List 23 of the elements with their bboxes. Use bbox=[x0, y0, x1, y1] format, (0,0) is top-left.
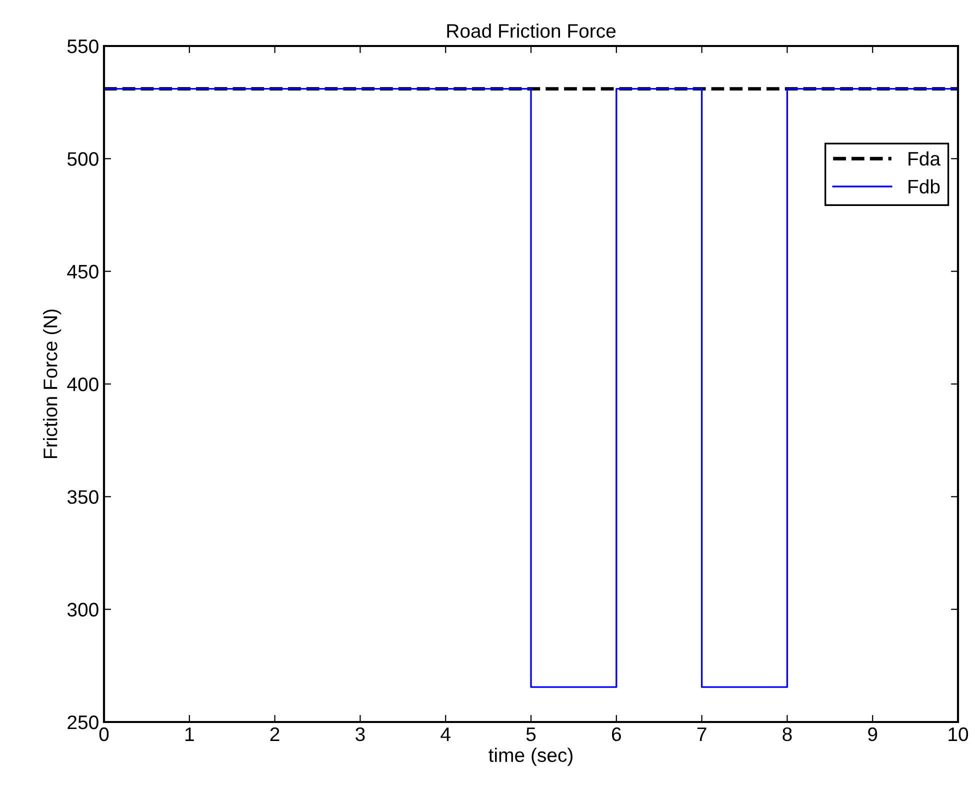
y-tick-label: 400 bbox=[67, 377, 98, 392]
x-tick-label: 8 bbox=[782, 727, 792, 742]
x-tick-label: 9 bbox=[868, 727, 878, 742]
y-tick-label: 350 bbox=[67, 490, 98, 504]
x-tick-label: 5 bbox=[526, 728, 536, 742]
y-tick-label: 450 bbox=[67, 264, 98, 279]
x-tick-label: 6 bbox=[612, 727, 621, 742]
y-tick-label: 300 bbox=[67, 602, 98, 617]
x-tick-label: 3 bbox=[356, 727, 365, 742]
x-tick-label: 4 bbox=[440, 728, 450, 741]
y-tick-label: 250 bbox=[68, 715, 98, 730]
x-tick-label: 0 bbox=[99, 727, 109, 742]
legend-label: Fdb bbox=[908, 179, 940, 194]
x-tick-label: 10 bbox=[948, 727, 968, 742]
x-tick-label: 2 bbox=[270, 727, 280, 741]
y-axis-title: Friction Force (N) bbox=[43, 310, 62, 458]
x-tick-label: 1 bbox=[185, 728, 194, 741]
legend-label: Fda bbox=[908, 151, 940, 166]
x-tick-label: 7 bbox=[697, 728, 706, 741]
y-tick-label: 500 bbox=[67, 152, 98, 166]
x-axis-title: time (sec) bbox=[488, 748, 572, 766]
y-tick-label: 550 bbox=[67, 39, 98, 54]
chart-title: Road Friction Force bbox=[447, 24, 616, 38]
